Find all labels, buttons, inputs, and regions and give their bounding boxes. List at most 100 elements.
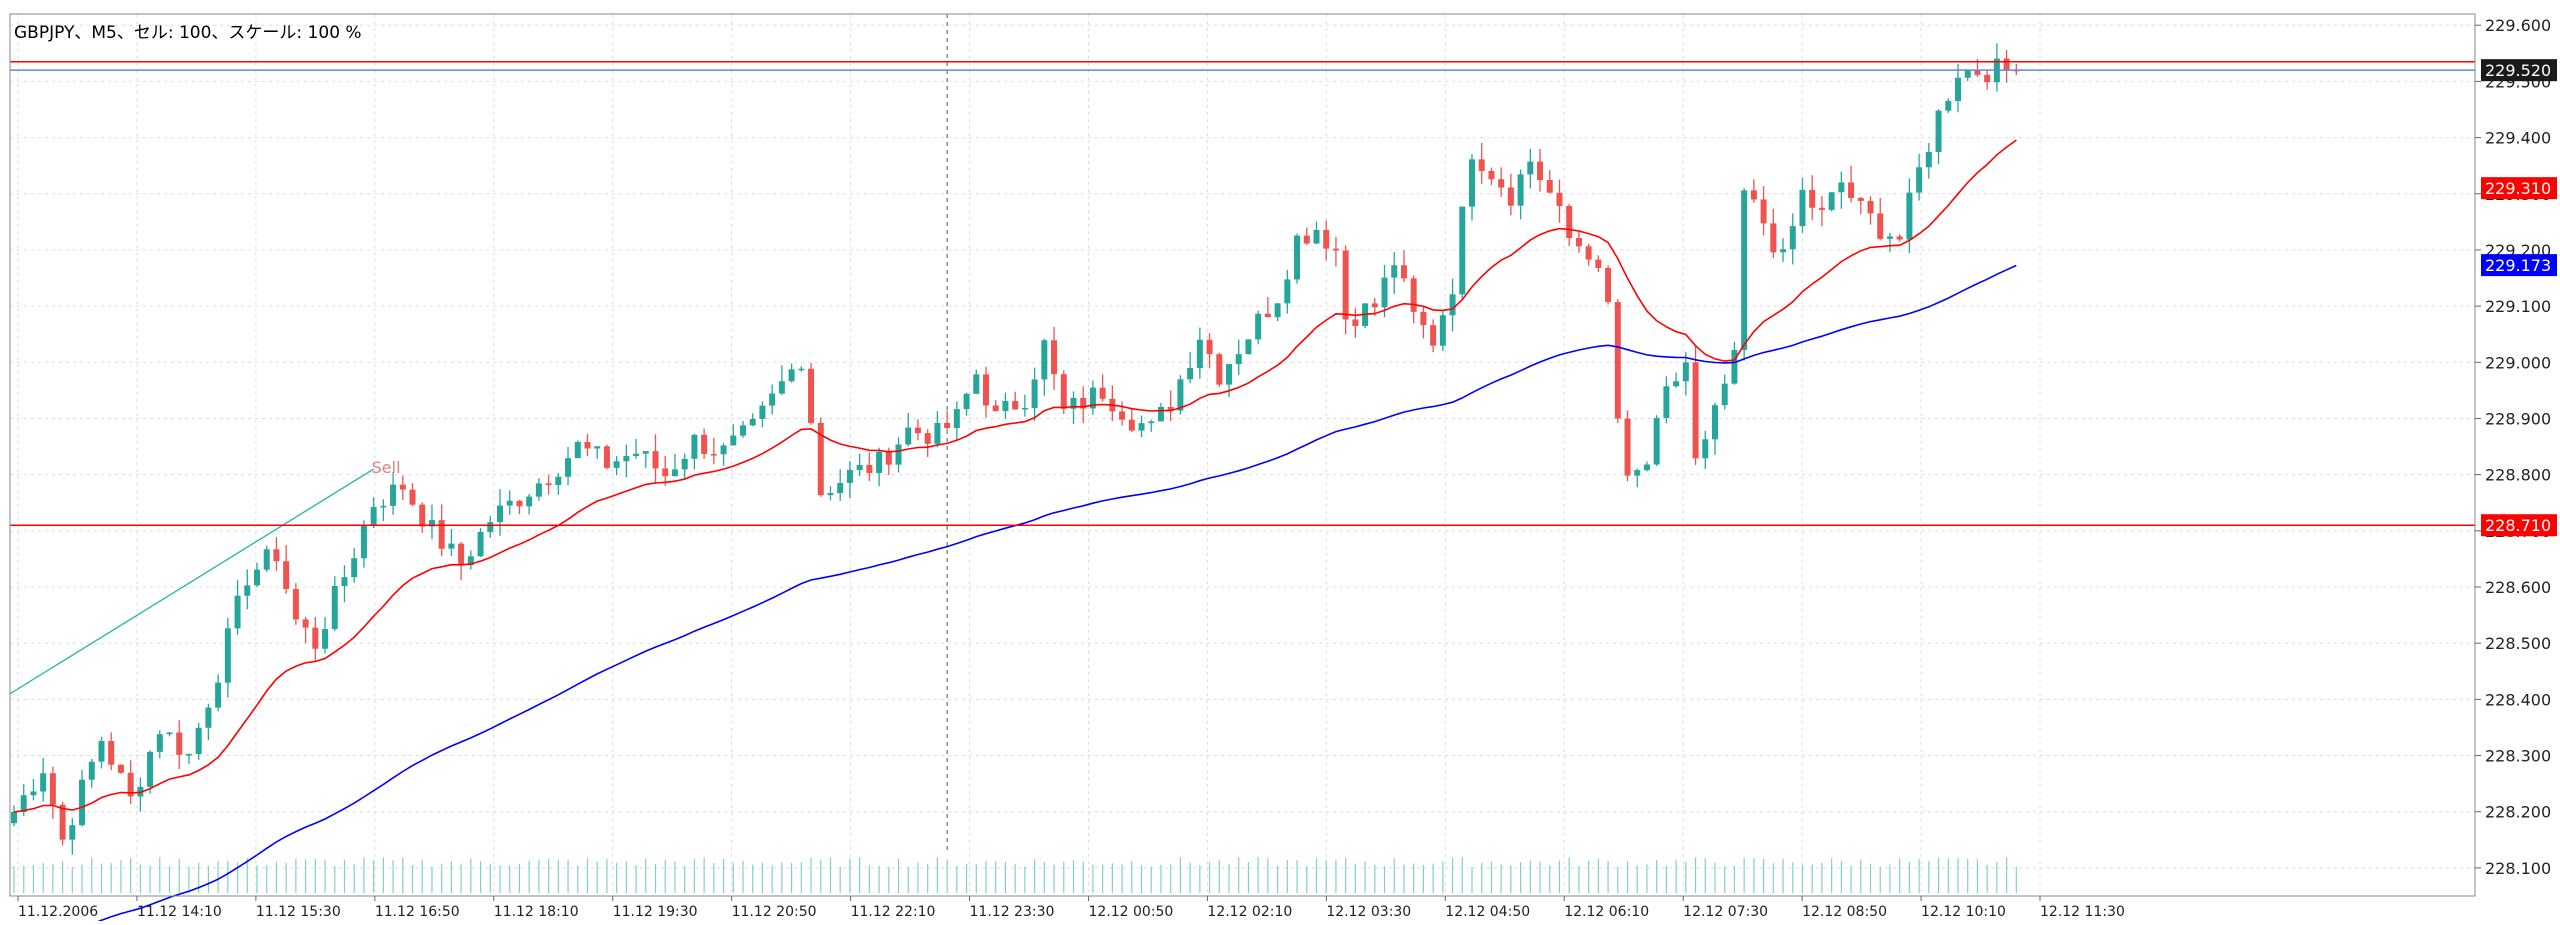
candle-body: [691, 434, 698, 459]
candle-body: [701, 434, 708, 455]
candle-body: [1857, 197, 1864, 201]
candle-body: [963, 393, 970, 410]
price-tick-label: 229.100: [2485, 297, 2551, 316]
candle-body: [652, 451, 659, 469]
candle-body: [1828, 192, 1835, 210]
candle-body: [535, 483, 542, 497]
candle-body: [1605, 267, 1612, 303]
candle-body: [380, 505, 387, 508]
candle-body: [1226, 364, 1232, 385]
candle-body: [846, 469, 853, 483]
candle-body: [2003, 58, 2010, 70]
candle-body: [876, 451, 883, 474]
candle-body: [1439, 315, 1446, 346]
time-tick-label: 12.12 07:30: [1683, 904, 1768, 920]
candle-body: [312, 627, 319, 649]
candle-body: [20, 795, 27, 812]
candle-body: [1964, 69, 1971, 78]
candle-body: [1974, 69, 1981, 75]
candle-body: [1624, 418, 1631, 476]
candle-body: [759, 405, 766, 419]
candle-body: [1712, 405, 1718, 440]
candle-body: [613, 461, 620, 468]
candle-body: [428, 520, 435, 527]
price-label-box: [2481, 254, 2557, 277]
candle-body: [176, 732, 183, 755]
candle-body: [322, 629, 329, 649]
candle-body: [1187, 368, 1194, 380]
candle-body: [1313, 229, 1320, 244]
candle-body: [1867, 200, 1874, 214]
candle-body: [710, 454, 717, 456]
time-tick-label: 12.12 03:30: [1326, 904, 1411, 920]
candle-body: [360, 525, 367, 559]
candle-body: [1245, 339, 1252, 355]
candle-body: [1177, 379, 1184, 411]
candle-body: [1410, 278, 1417, 312]
candle-body: [642, 451, 649, 454]
candle-body: [458, 543, 465, 566]
candle-body: [837, 482, 844, 494]
candle-body: [905, 427, 912, 445]
time-tick-label: 11.12 23:30: [970, 904, 1055, 920]
candle-body: [1391, 265, 1398, 278]
candle-body: [1702, 439, 1709, 459]
candle-body: [885, 451, 892, 465]
trendline[interactable]: [9, 468, 374, 695]
candle-body: [419, 504, 426, 527]
time-tick-label: 12.12 06:10: [1564, 904, 1649, 920]
price-label-text: 229.520: [2485, 61, 2551, 80]
candle-body: [973, 374, 980, 394]
candle-body: [11, 811, 17, 824]
candle-body: [1673, 381, 1680, 387]
horizontal-lines[interactable]: [10, 61, 2475, 526]
candle-body: [574, 441, 581, 459]
chart-title: GBPJPY、M5、セル: 100、スケール: 100 %: [14, 23, 362, 43]
price-label-box: [2481, 514, 2557, 537]
time-tick-label: 11.12.2006: [18, 904, 98, 920]
candle-body: [273, 549, 280, 562]
time-tick-label: 11.12 15:30: [256, 904, 341, 920]
candle-body: [1488, 170, 1495, 180]
candle-body: [720, 445, 727, 455]
time-tick-label: 12.12 00:50: [1088, 904, 1173, 920]
price-label-text: 228.710: [2485, 516, 2551, 535]
candle-body: [1507, 187, 1514, 206]
candle-body: [166, 732, 173, 735]
candle-body: [1517, 174, 1524, 206]
time-tick-label: 12.12 08:50: [1802, 904, 1887, 920]
price-tick-label: 228.300: [2485, 747, 2551, 766]
candle-body: [185, 754, 192, 756]
candle-body: [526, 496, 533, 507]
candle-body: [1556, 192, 1563, 206]
price-label-box: [2481, 177, 2557, 200]
candle-body: [1420, 311, 1427, 326]
candle-body: [1430, 325, 1437, 346]
time-axis[interactable]: 11.12.2006 11.12 14:10 11.12 15:30 11.12 16…: [17, 896, 2125, 920]
price-tick-label: 229.600: [2485, 16, 2551, 35]
candle-body: [565, 458, 572, 477]
candle-body: [1692, 362, 1699, 459]
candle-body: [1031, 379, 1038, 409]
candle-body: [30, 791, 37, 796]
candle-body: [331, 585, 338, 630]
candle-body: [1060, 374, 1067, 409]
candle-body: [798, 368, 805, 371]
candle-body: [788, 369, 795, 382]
candle-body: [1634, 470, 1641, 476]
price-axis[interactable]: 229.600229.500229.400229.300229.200229.1…: [2475, 16, 2551, 878]
candle-body: [409, 489, 416, 505]
candle-body: [1537, 161, 1544, 181]
candle-body: [1157, 406, 1164, 422]
price-tick-label: 228.400: [2485, 690, 2551, 709]
candle-body: [1294, 235, 1301, 280]
candle-body: [1284, 279, 1291, 304]
candle-body: [59, 804, 66, 840]
candle-body: [1206, 339, 1213, 355]
candle-body: [1303, 235, 1310, 244]
candle-body: [633, 453, 640, 457]
candle-body: [944, 422, 951, 429]
